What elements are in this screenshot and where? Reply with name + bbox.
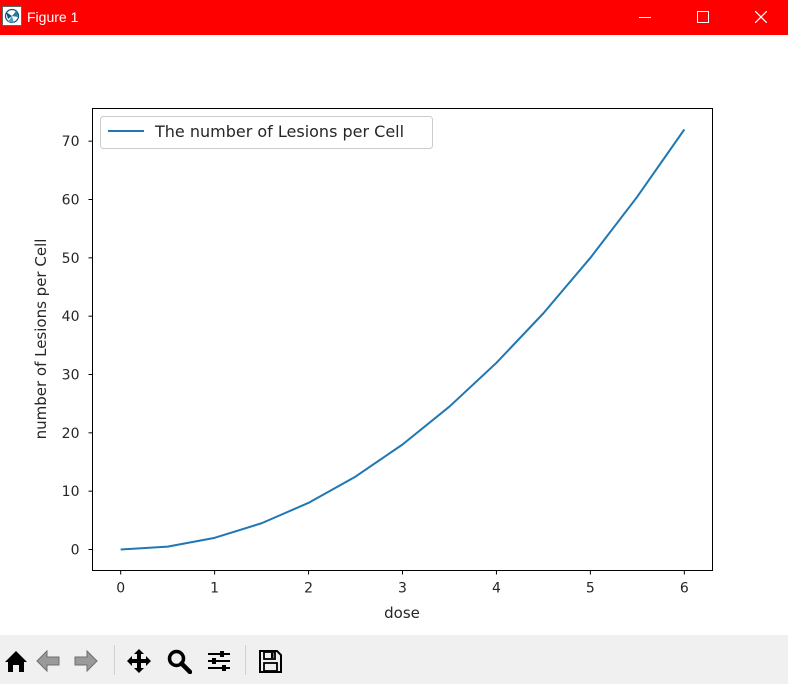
y-tick-label: 30	[62, 368, 80, 384]
configure-subplots-button[interactable]	[203, 645, 235, 677]
toolbar-separator	[114, 645, 115, 675]
close-button[interactable]	[738, 0, 784, 35]
y-tick-label: 10	[62, 484, 80, 500]
y-tick-label: 70	[62, 134, 80, 150]
close-icon	[755, 11, 767, 23]
window-titlebar: Figure 1	[0, 0, 788, 35]
home-button[interactable]	[0, 645, 32, 677]
x-tick-label: 2	[304, 581, 313, 597]
save-button[interactable]	[254, 645, 286, 677]
save-icon	[259, 650, 282, 673]
y-tick-label: 50	[62, 251, 80, 267]
legend-label: The number of Lesions per Cell	[154, 122, 404, 141]
zoom-button[interactable]	[163, 645, 195, 677]
toolbar-separator	[245, 645, 246, 675]
maximize-icon	[697, 11, 709, 23]
back-button[interactable]	[32, 645, 64, 677]
x-tick-label: 3	[398, 581, 407, 597]
home-icon	[5, 651, 27, 672]
zoom-icon	[167, 649, 192, 674]
minimize-button[interactable]	[622, 0, 668, 35]
app-icon	[2, 6, 22, 26]
series-line	[120, 128, 686, 551]
axes-frame	[92, 108, 713, 571]
legend-box	[100, 116, 433, 149]
x-tick-label: 1	[210, 581, 219, 597]
forward-button[interactable]	[70, 645, 102, 677]
window-title: Figure 1	[27, 9, 79, 25]
y-tick-label: 60	[62, 193, 80, 209]
maximize-button[interactable]	[680, 0, 726, 35]
navigation-toolbar	[0, 635, 788, 684]
series-layer	[120, 128, 686, 551]
y-tick-label: 20	[62, 426, 80, 442]
forward-arrow-icon	[74, 649, 98, 673]
y-axis-label: number of Lesions per Cell	[32, 239, 50, 440]
x-tick-label: 4	[492, 581, 501, 597]
pan-icon	[127, 649, 151, 673]
x-tick-label: 5	[586, 581, 595, 597]
x-tick-label: 6	[680, 581, 689, 597]
back-arrow-icon	[36, 649, 60, 673]
pan-button[interactable]	[123, 645, 155, 677]
x-axis-label: dose	[384, 604, 420, 622]
y-tick-label: 40	[62, 309, 80, 325]
legend: The number of Lesions per Cell	[100, 116, 433, 149]
minimize-icon	[639, 17, 651, 18]
subplots-config-icon	[208, 651, 230, 671]
x-tick-label: 0	[116, 581, 125, 597]
y-tick-label: 0	[71, 543, 80, 559]
